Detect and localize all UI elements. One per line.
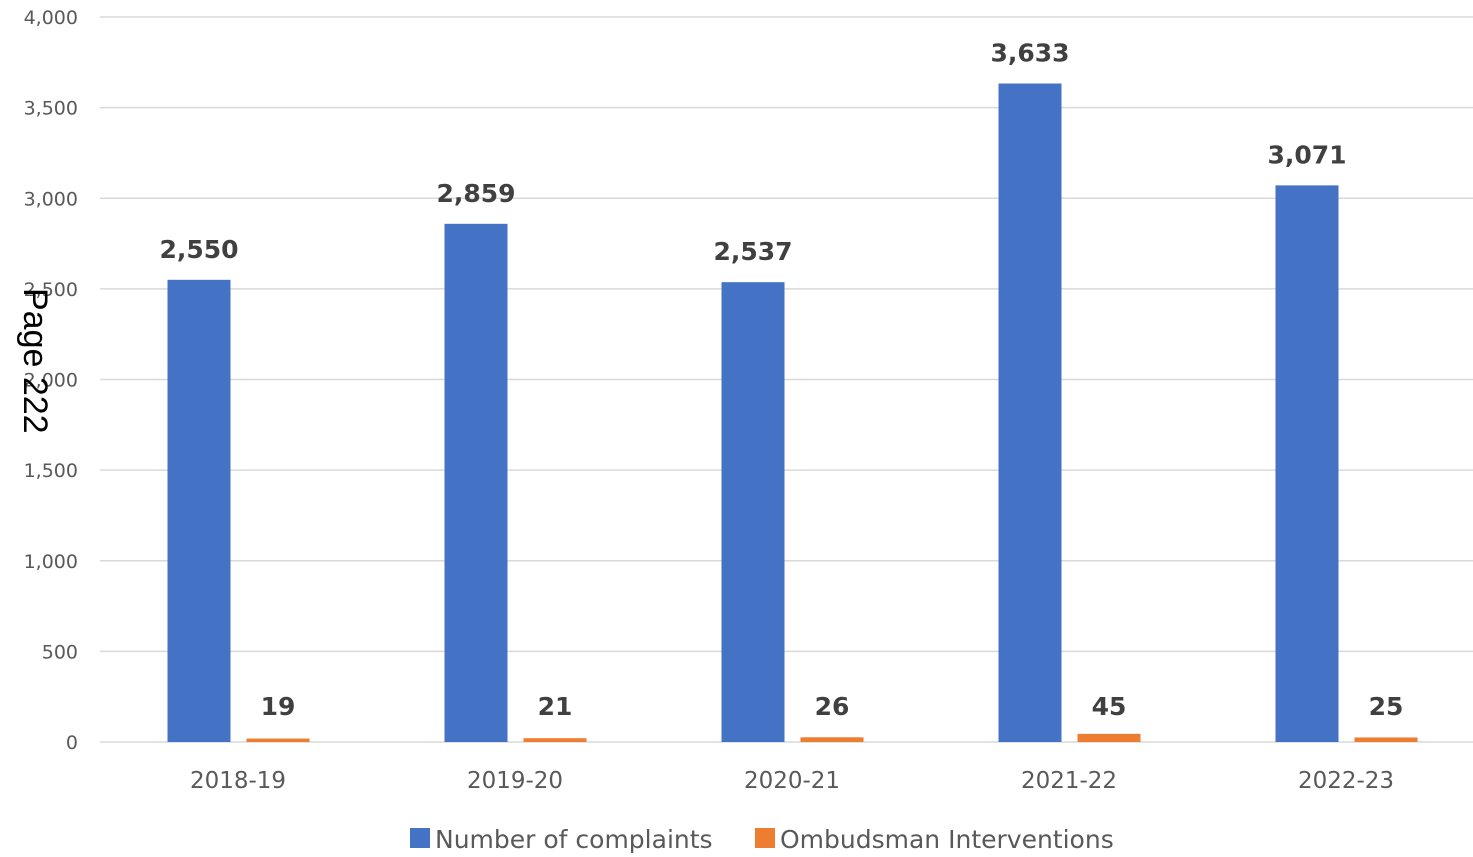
x-category-label: 2022-23 (1298, 768, 1394, 794)
data-label: 3,071 (1267, 140, 1346, 169)
bar-complaints-2019-20 (444, 223, 508, 742)
bar-complaints-2022-23 (1275, 185, 1339, 743)
legend-label: Ombudsman Interventions (780, 825, 1114, 854)
data-label: 25 (1369, 692, 1404, 721)
legend: Number of complaints Ombudsman Interventi… (410, 825, 1114, 854)
bar-interventions-2018-19 (246, 738, 310, 742)
bar-complaints-2018-19 (167, 279, 231, 742)
data-label: 21 (538, 692, 573, 721)
data-label: 2,550 (159, 235, 238, 264)
bar-interventions-2020-21 (800, 737, 864, 742)
gridlines (100, 16, 1473, 743)
y-tick-label: 3,000 (24, 188, 78, 210)
y-tick-label: 1,500 (24, 460, 78, 482)
bar-complaints-2021-22 (998, 83, 1062, 743)
y-tick-label: 4,000 (24, 7, 78, 29)
data-label: 19 (261, 692, 296, 721)
legend-swatch (755, 828, 775, 848)
x-axis-categories: 2018-19 2019-20 2020-21 2021-22 2022-23 (190, 768, 1394, 794)
x-category-label: 2018-19 (190, 768, 286, 794)
x-category-label: 2020-21 (744, 768, 840, 794)
y-tick-label: 0 (66, 732, 78, 754)
x-category-label: 2019-20 (467, 768, 563, 794)
y-tick-label: 2,000 (24, 370, 78, 392)
bar-interventions-2022-23 (1354, 737, 1418, 742)
y-tick-label: 500 (42, 641, 78, 663)
data-label: 2,537 (713, 237, 792, 266)
y-tick-label: 3,500 (24, 98, 78, 120)
data-labels: 2,550 2,859 2,537 3,633 3,071 19 21 26 45 25 (159, 39, 1403, 721)
legend-label: Number of complaints (435, 825, 713, 854)
y-tick-label: 2,500 (24, 279, 78, 301)
data-label: 45 (1092, 692, 1127, 721)
data-label: 3,633 (990, 39, 1069, 68)
page-stamp: Page 222 (16, 288, 54, 434)
legend-swatch (410, 828, 430, 848)
bar-complaints-2020-21 (721, 282, 785, 742)
x-category-label: 2021-22 (1021, 768, 1117, 794)
data-label: 26 (815, 692, 850, 721)
y-tick-label: 1,000 (24, 551, 78, 573)
bar-interventions-2019-20 (523, 738, 587, 742)
bars (167, 83, 1418, 743)
data-label: 2,859 (436, 179, 515, 208)
bar-interventions-2021-22 (1077, 733, 1141, 742)
y-axis-ticks: 0 500 1,000 1,500 2,000 2,500 3,000 3,500 4,000 (24, 7, 78, 754)
